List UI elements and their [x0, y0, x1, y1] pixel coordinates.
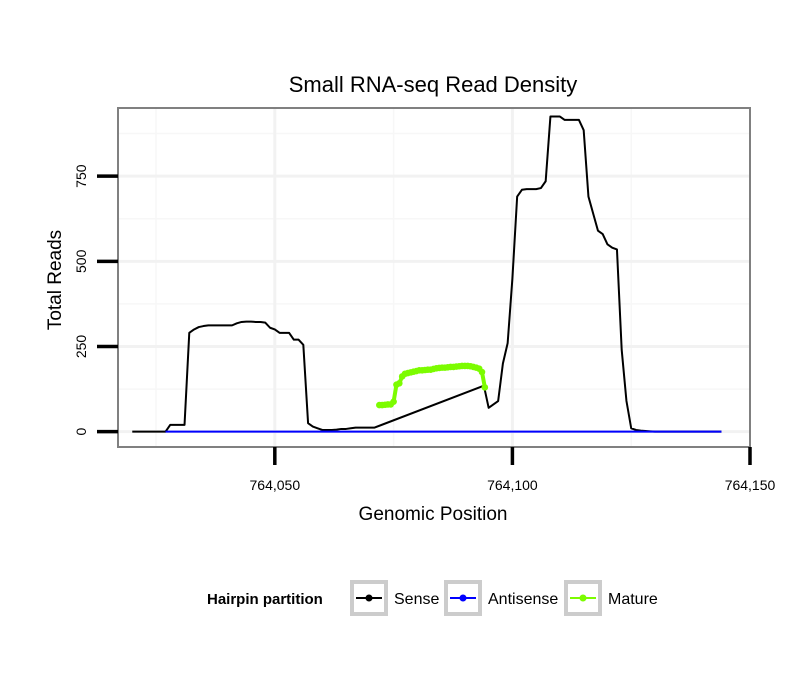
x-tick-label: 764,150: [725, 477, 776, 493]
legend-key-point: [365, 594, 373, 602]
legend-label-antisense: Antisense: [488, 591, 558, 608]
legend-key-point: [579, 594, 587, 602]
minor-gridlines: [118, 108, 750, 447]
legend: Hairpin partition Sense Antisense Mature: [207, 580, 658, 616]
tick-labels: 764,050 764,100 764,150 0 250 500 750: [73, 164, 776, 493]
chart-title: Small RNA-seq Read Density: [289, 72, 578, 97]
legend-label-sense: Sense: [394, 591, 439, 608]
data-point-mature: [396, 379, 403, 387]
series-layer: [132, 115, 722, 433]
legend-item-mature: Mature: [564, 580, 658, 616]
legend-items: Sense Antisense Mature: [350, 580, 658, 616]
data-point-mature: [390, 398, 397, 405]
legend-key-point: [459, 594, 467, 602]
y-tick-label: 250: [73, 335, 89, 359]
legend-item-antisense: Antisense: [444, 580, 558, 616]
data-point-mature: [481, 384, 489, 391]
legend-label-mature: Mature: [608, 591, 658, 608]
x-tick-label: 764,050: [250, 477, 301, 493]
data-point-mature: [478, 368, 486, 376]
x-tick-label: 764,100: [487, 477, 538, 493]
legend-title: Hairpin partition: [207, 591, 323, 608]
y-tick-label: 0: [73, 428, 89, 436]
legend-item-sense: Sense: [350, 580, 439, 616]
y-axis-title: Total Reads: [45, 230, 66, 330]
axis-ticks: [97, 174, 752, 465]
y-tick-label: 500: [73, 249, 89, 273]
y-tick-label: 750: [73, 164, 89, 188]
plot-panel-border: [117, 107, 751, 448]
x-axis-title: Genomic Position: [359, 504, 508, 525]
